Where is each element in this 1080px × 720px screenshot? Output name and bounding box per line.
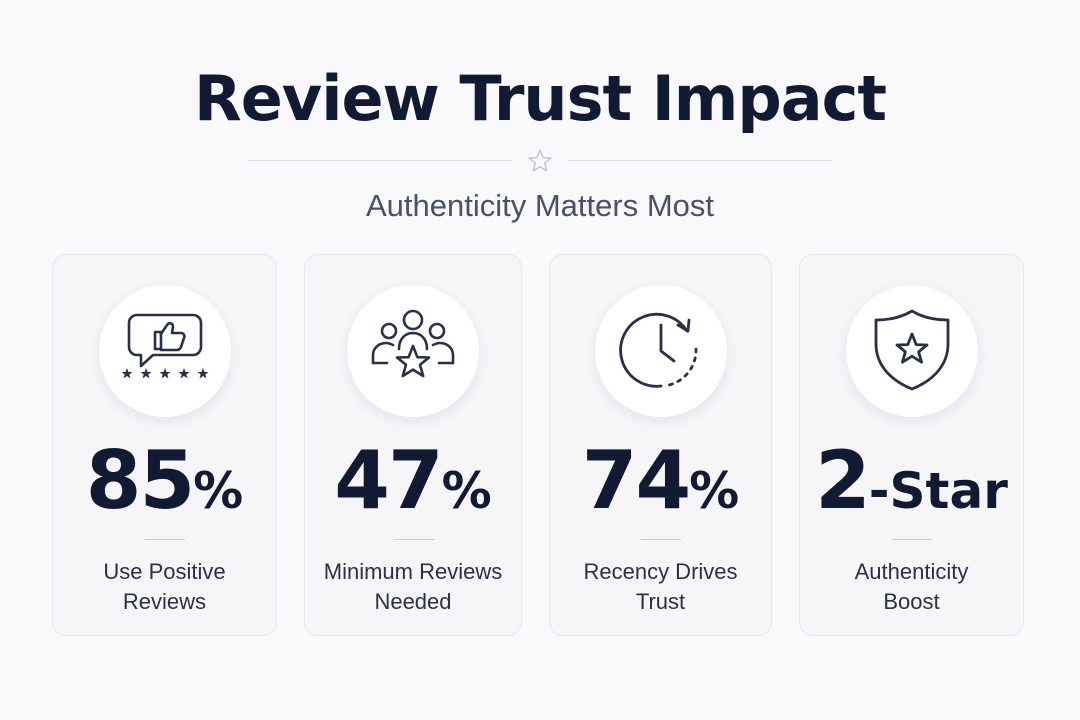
stat-label: Recency Drives Trust xyxy=(550,557,771,617)
shield-with-star-icon xyxy=(874,309,950,391)
stat-unit: % xyxy=(689,462,740,520)
page-subtitle: Authenticity Matters Most xyxy=(365,188,714,223)
stat-card-authenticity: 2-Star Authenticity Boost xyxy=(799,254,1024,636)
stat-value: 47% xyxy=(305,441,521,521)
title-divider-right xyxy=(568,160,832,161)
stat-unit: % xyxy=(441,462,492,520)
stat-label-line-1: Authenticity xyxy=(854,559,969,584)
stat-label-line-2: Reviews xyxy=(122,589,207,614)
title-divider-left xyxy=(248,160,512,161)
thumbs-up-speech-bubble-icon xyxy=(121,313,209,379)
stat-value: 85% xyxy=(53,441,276,521)
stat-number: 2 xyxy=(815,434,871,527)
icon-badge xyxy=(595,285,727,417)
stat-label: Use Positive Reviews xyxy=(53,557,276,617)
stat-label-line-2: Needed xyxy=(374,589,452,614)
stat-label: Minimum Reviews Needed xyxy=(305,557,521,617)
user-group-with-star-icon xyxy=(371,309,455,378)
page-title: Review Trust Impact xyxy=(194,62,887,135)
icon-badge xyxy=(99,285,231,417)
stat-unit: -Star xyxy=(868,462,1008,520)
stat-card-recency: 74% Recency Drives Trust xyxy=(549,254,772,636)
icon-badge xyxy=(846,285,978,417)
stat-divider xyxy=(394,539,434,540)
stat-card-minimum-reviews: 47% Minimum Reviews Needed xyxy=(304,254,522,636)
star-outline-icon xyxy=(528,149,552,172)
stat-label-line-1: Minimum Reviews xyxy=(323,559,503,584)
stat-label-line-1: Recency Drives xyxy=(583,559,738,584)
stat-label-line-2: Boost xyxy=(883,589,940,614)
stat-divider xyxy=(145,539,185,540)
clock-with-refresh-arrow-icon xyxy=(619,312,698,388)
stat-number: 74 xyxy=(581,434,691,527)
stat-number: 85 xyxy=(85,434,195,527)
stat-label-line-2: Trust xyxy=(635,589,686,614)
icon-badge xyxy=(347,285,479,417)
stat-card-positive-reviews: 85% Use Positive Reviews xyxy=(52,254,277,636)
stat-label-line-1: Use Positive xyxy=(103,559,226,584)
stat-value: 74% xyxy=(550,441,771,521)
stat-label: Authenticity Boost xyxy=(800,557,1023,617)
stat-value: 2-Star xyxy=(800,441,1023,521)
stat-divider xyxy=(892,539,932,540)
stat-divider xyxy=(641,539,681,540)
stat-number: 47 xyxy=(334,434,443,527)
stat-unit: % xyxy=(193,462,244,520)
